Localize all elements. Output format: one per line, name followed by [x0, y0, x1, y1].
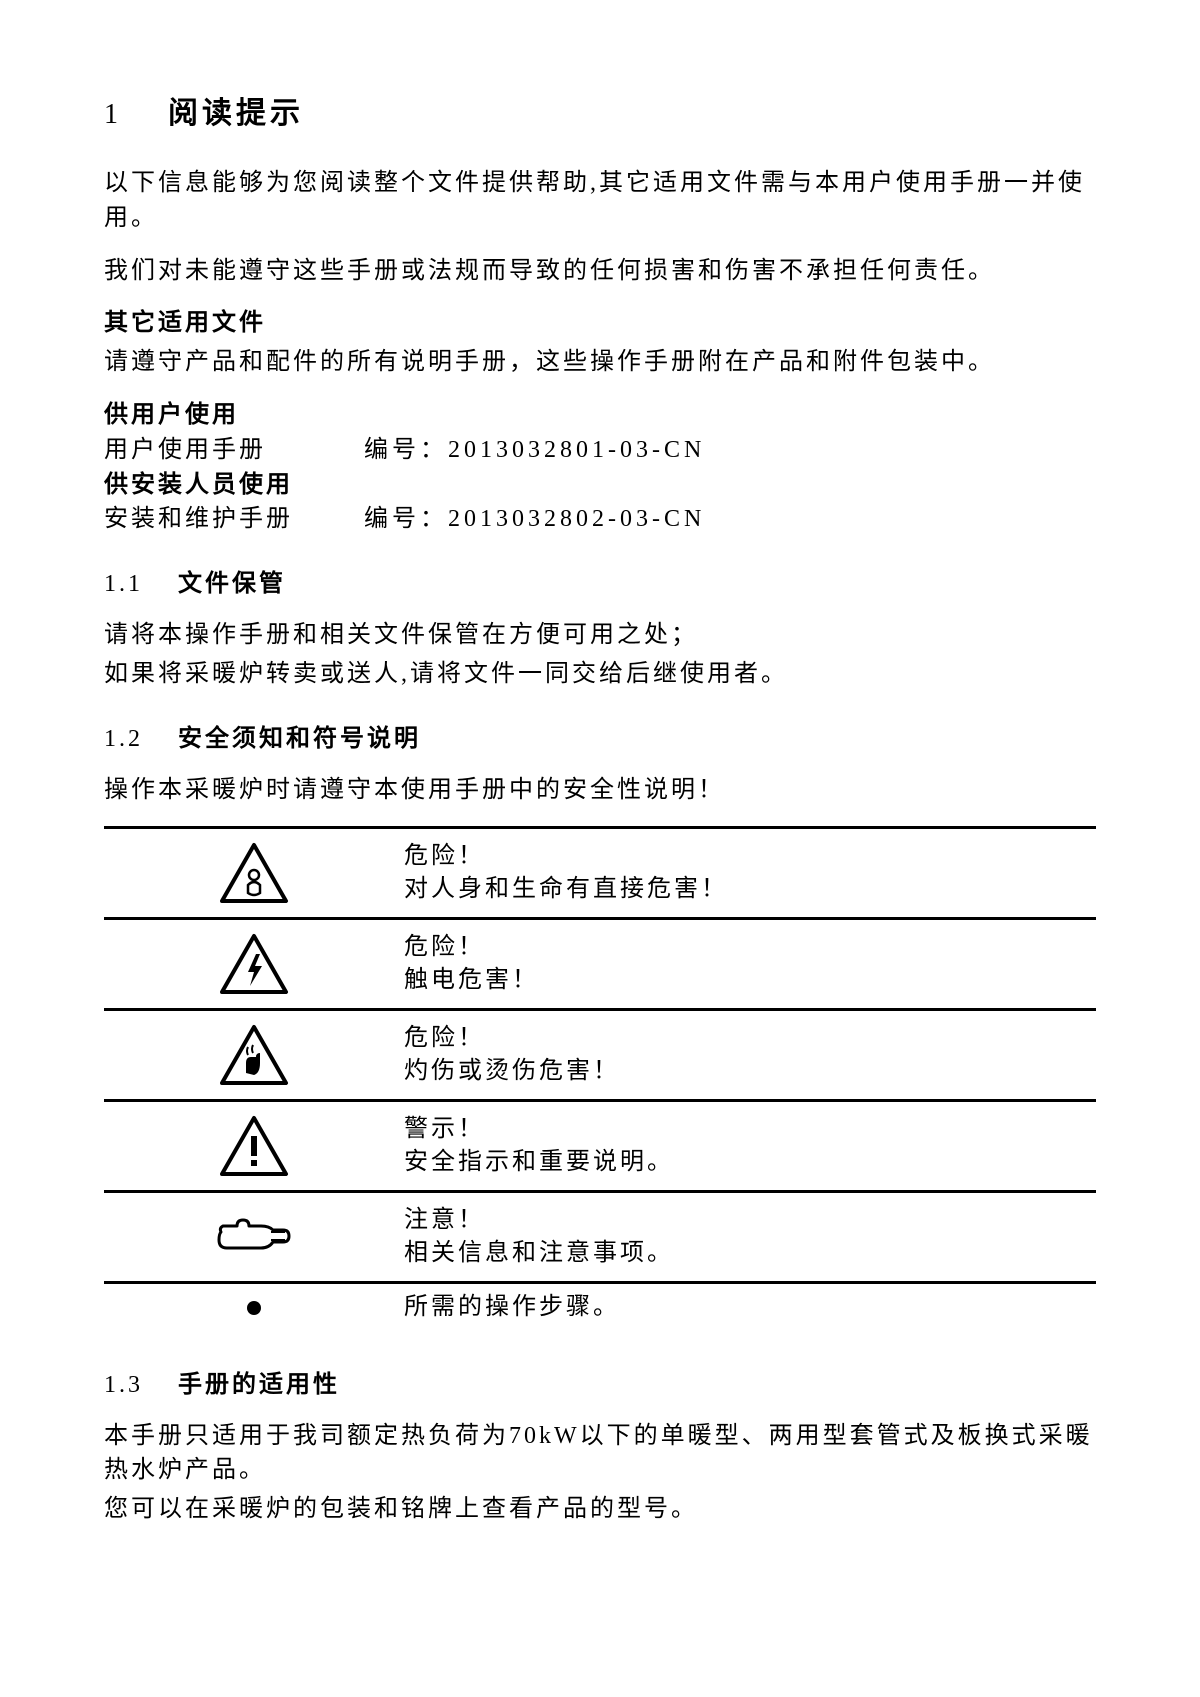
s11-para-1: 请将本操作手册和相关文件保管在方便可用之处； [104, 618, 1096, 653]
subsection-number: 1.3 [104, 1372, 178, 1399]
symbol-row: 警示！ 安全指示和重要说明。 [104, 1099, 1096, 1190]
subsection-number: 1.1 [104, 571, 178, 598]
safety-symbol-table: 危险！ 对人身和生命有直接危害！ 危险！ 触电危害！ [104, 826, 1096, 1338]
symbol-row: 所需的操作步骤。 [104, 1284, 1096, 1338]
symbol-description: 警示！ 安全指示和重要说明。 [404, 1113, 674, 1178]
symbol-row: 危险！ 灼伤或烫伤危害！ [104, 1008, 1096, 1099]
s13-para-2: 您可以在采暖炉的包装和铭牌上查看产品的型号。 [104, 1492, 1096, 1527]
note-hand-icon [215, 1214, 293, 1260]
subsection-heading: 1.1 文件保管 [104, 563, 1096, 598]
bullet-icon [247, 1301, 261, 1315]
user-manual-row: 用户使用手册 编号：2013032801-03-CN [104, 433, 1096, 468]
s12-para-1: 操作本采暖炉时请遵守本使用手册中的安全性说明！ [104, 773, 1096, 808]
symbol-description: 危险！ 触电危害！ [404, 931, 539, 996]
symbol-description: 危险！ 对人身和生命有直接危害！ [404, 840, 728, 905]
install-manual-row: 安装和维护手册 编号：2013032802-03-CN [104, 502, 1096, 537]
warning-icon [218, 1114, 290, 1178]
subsection-title: 安全须知和符号说明 [178, 718, 421, 753]
symbol-row: 危险！ 对人身和生命有直接危害！ [104, 826, 1096, 917]
install-manual-heading: 供安装人员使用 [104, 468, 1096, 503]
manual-reference-block: 供用户使用 用户使用手册 编号：2013032801-03-CN 供安装人员使用… [104, 398, 1096, 537]
intro-para-2: 我们对未能遵守这些手册或法规而导致的任何损害和伤害不承担任何责任。 [104, 254, 1096, 289]
s11-para-2: 如果将采暖炉转卖或送人,请将文件一同交给后继使用者。 [104, 657, 1096, 692]
symbol-row: 危险！ 触电危害！ [104, 917, 1096, 1008]
symbol-description: 所需的操作步骤。 [404, 1291, 620, 1323]
other-docs-heading: 其它适用文件 [104, 306, 1096, 341]
symbol-description: 危险！ 灼伤或烫伤危害！ [404, 1022, 620, 1087]
danger-burn-icon [218, 1023, 290, 1087]
symbol-row: 注意！ 相关信息和注意事项。 [104, 1190, 1096, 1284]
install-manual-label: 安装和维护手册 [104, 502, 364, 537]
section-number: 1 [104, 99, 168, 131]
symbol-description: 注意！ 相关信息和注意事项。 [404, 1204, 674, 1269]
subsection-heading: 1.3 手册的适用性 [104, 1364, 1096, 1399]
other-docs-intro: 请遵守产品和配件的所有说明手册，这些操作手册附在产品和附件包装中。 [104, 345, 1096, 380]
danger-person-icon [218, 841, 290, 905]
section-title: 阅读提示 [168, 88, 304, 132]
subsection-title: 文件保管 [178, 563, 286, 598]
subsection-title: 手册的适用性 [178, 1364, 340, 1399]
danger-shock-icon [218, 932, 290, 996]
user-manual-heading: 供用户使用 [104, 398, 1096, 433]
install-manual-code: 编号：2013032802-03-CN [364, 502, 705, 537]
user-manual-code: 编号：2013032801-03-CN [364, 433, 705, 468]
subsection-heading: 1.2 安全须知和符号说明 [104, 718, 1096, 753]
subsection-number: 1.2 [104, 726, 178, 753]
intro-para-1: 以下信息能够为您阅读整个文件提供帮助,其它适用文件需与本用户使用手册一并使用。 [104, 166, 1096, 236]
s13-para-1: 本手册只适用于我司额定热负荷为70kW以下的单暖型、两用型套管式及板换式采暖热水… [104, 1419, 1096, 1489]
user-manual-label: 用户使用手册 [104, 433, 364, 468]
section-heading: 1 阅读提示 [104, 88, 1096, 132]
